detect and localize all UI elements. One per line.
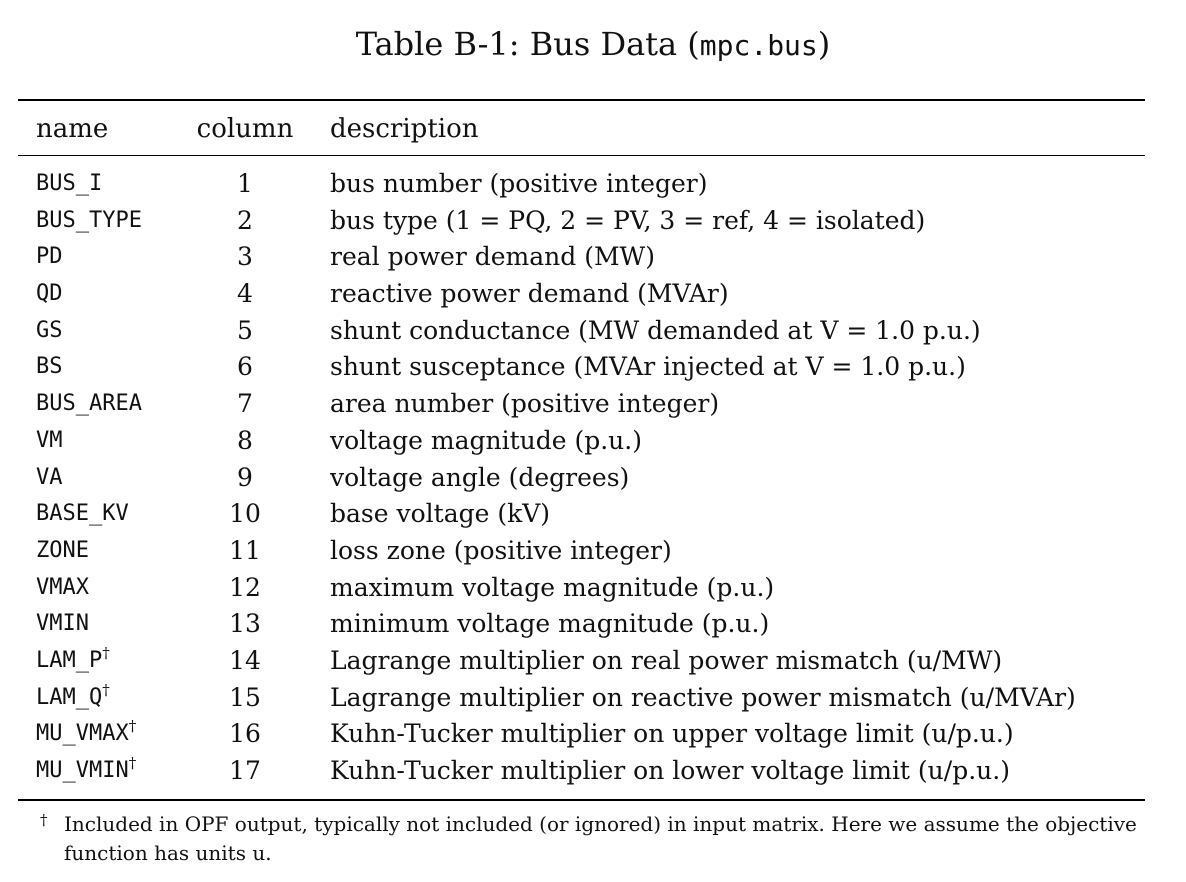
column-number: 1: [237, 169, 253, 198]
field-name: LAM_Q†: [36, 680, 110, 710]
column-number: 3: [237, 242, 253, 272]
column-number: 7: [237, 389, 253, 419]
table-row: BUS_I 1 bus number (positive integer): [0, 166, 1186, 203]
table-row: MU_VMAX† 16 Kuhn-Tucker multiplier on uppe…: [0, 716, 1186, 753]
column-number: 9: [237, 462, 253, 492]
field-name: BS: [36, 354, 63, 380]
table-row: GS 5 shunt conductance (MW demanded at V =…: [0, 313, 1186, 350]
table-row: BUS_TYPE 2 bus type (1 = PQ, 2 = PV, 3 = r…: [0, 203, 1186, 240]
column-number: 11: [229, 535, 261, 565]
field-description: Lagrange multiplier on reactive power mi…: [330, 682, 1076, 712]
table-row: PD 3 real power demand (MW): [0, 239, 1186, 276]
table-row: VMIN 13 minimum voltage magnitude (p.u.): [0, 606, 1186, 643]
header-rule: [18, 155, 1145, 156]
field-description: shunt susceptance (MVAr injected at V = …: [330, 352, 966, 382]
table-row: QD 4 reactive power demand (MVAr): [0, 276, 1186, 313]
field-description: maximum voltage magnitude (p.u.): [330, 572, 775, 602]
caption-code: mpc.bus: [699, 29, 818, 62]
table-row: MU_VMIN† 17 Kuhn-Tucker multiplier on lowe…: [0, 753, 1186, 790]
field-name: LAM_P†: [36, 643, 110, 673]
caption-prefix: Table B-1: Bus Data (: [355, 25, 700, 63]
field-name: BUS_TYPE: [36, 207, 142, 233]
column-number: 13: [229, 609, 261, 639]
table-row: ZONE 11 loss zone (positive integer): [0, 533, 1186, 570]
column-number: 15: [229, 682, 261, 712]
table-row: VA 9 voltage angle (degrees): [0, 460, 1186, 497]
header-description: description: [330, 114, 479, 144]
field-description: area number (positive integer): [330, 389, 720, 419]
field-description: bus type (1 = PQ, 2 = PV, 3 = ref, 4 = i…: [330, 205, 926, 235]
table-row: BASE_KV 10 base voltage (kV): [0, 496, 1186, 533]
field-name: MU_VMIN†: [36, 754, 137, 784]
field-name: BASE_KV: [36, 501, 129, 527]
field-name: VMAX: [36, 574, 89, 600]
field-description: Kuhn-Tucker multiplier on upper voltage …: [330, 719, 1014, 749]
column-number: 12: [229, 572, 261, 602]
field-name: VM: [36, 427, 63, 453]
table-body: BUS_I 1 bus number (positive integer) BUS_…: [0, 166, 1186, 790]
field-name: GS: [36, 317, 63, 343]
field-description: voltage angle (degrees): [330, 462, 630, 492]
field-description: loss zone (positive integer): [330, 535, 672, 565]
table-row: LAM_Q† 15 Lagrange multiplier on reactive …: [0, 680, 1186, 717]
column-number: 6: [237, 352, 253, 382]
footnote-text: Included in OPF output, typically not in…: [64, 812, 1137, 865]
field-name: BUS_AREA: [36, 391, 142, 417]
field-name: PD: [36, 244, 63, 270]
column-number: 16: [229, 719, 261, 749]
table-row: VM 8 voltage magnitude (p.u.): [0, 423, 1186, 460]
table-row: VMAX 12 maximum voltage magnitude (p.u.): [0, 570, 1186, 607]
field-name: QD: [36, 281, 63, 307]
column-number: 10: [229, 499, 261, 529]
field-name: VA: [36, 464, 63, 490]
field-description: voltage magnitude (p.u.): [330, 425, 642, 455]
footnote-mark: †: [40, 811, 48, 829]
column-number: 5: [237, 315, 253, 345]
field-description: reactive power demand (MVAr): [330, 279, 729, 309]
header-name: name: [36, 114, 109, 144]
column-number: 14: [229, 645, 261, 675]
field-description: bus number (positive integer): [330, 169, 708, 198]
column-number: 2: [237, 205, 253, 235]
field-description: Kuhn-Tucker multiplier on lower voltage …: [330, 756, 1010, 785]
bottom-rule: [18, 799, 1145, 801]
top-rule: [18, 99, 1145, 101]
field-description: base voltage (kV): [330, 499, 551, 529]
field-description: real power demand (MW): [330, 242, 655, 272]
field-description: minimum voltage magnitude (p.u.): [330, 609, 770, 639]
header-column: column: [196, 114, 294, 144]
column-number: 4: [237, 279, 253, 309]
field-description: Lagrange multiplier on real power mismat…: [330, 645, 1003, 675]
table-footnote: † Included in OPF output, typically not …: [36, 810, 1146, 868]
column-number: 17: [229, 756, 261, 785]
field-name: BUS_I: [36, 171, 103, 196]
table-caption: Table B-1: Bus Data (mpc.bus): [0, 24, 1186, 66]
table-row: LAM_P† 14 Lagrange multiplier on real powe…: [0, 643, 1186, 680]
column-number: 8: [237, 425, 253, 455]
table-row: BS 6 shunt susceptance (MVAr injected at V…: [0, 349, 1186, 386]
field-name: VMIN: [36, 611, 89, 637]
field-name: MU_VMAX†: [36, 717, 137, 747]
caption-suffix: ): [817, 25, 831, 63]
field-description: shunt conductance (MW demanded at V = 1.…: [330, 315, 981, 345]
table-row: BUS_AREA 7 area number (positive integer): [0, 386, 1186, 423]
field-name: ZONE: [36, 537, 89, 563]
